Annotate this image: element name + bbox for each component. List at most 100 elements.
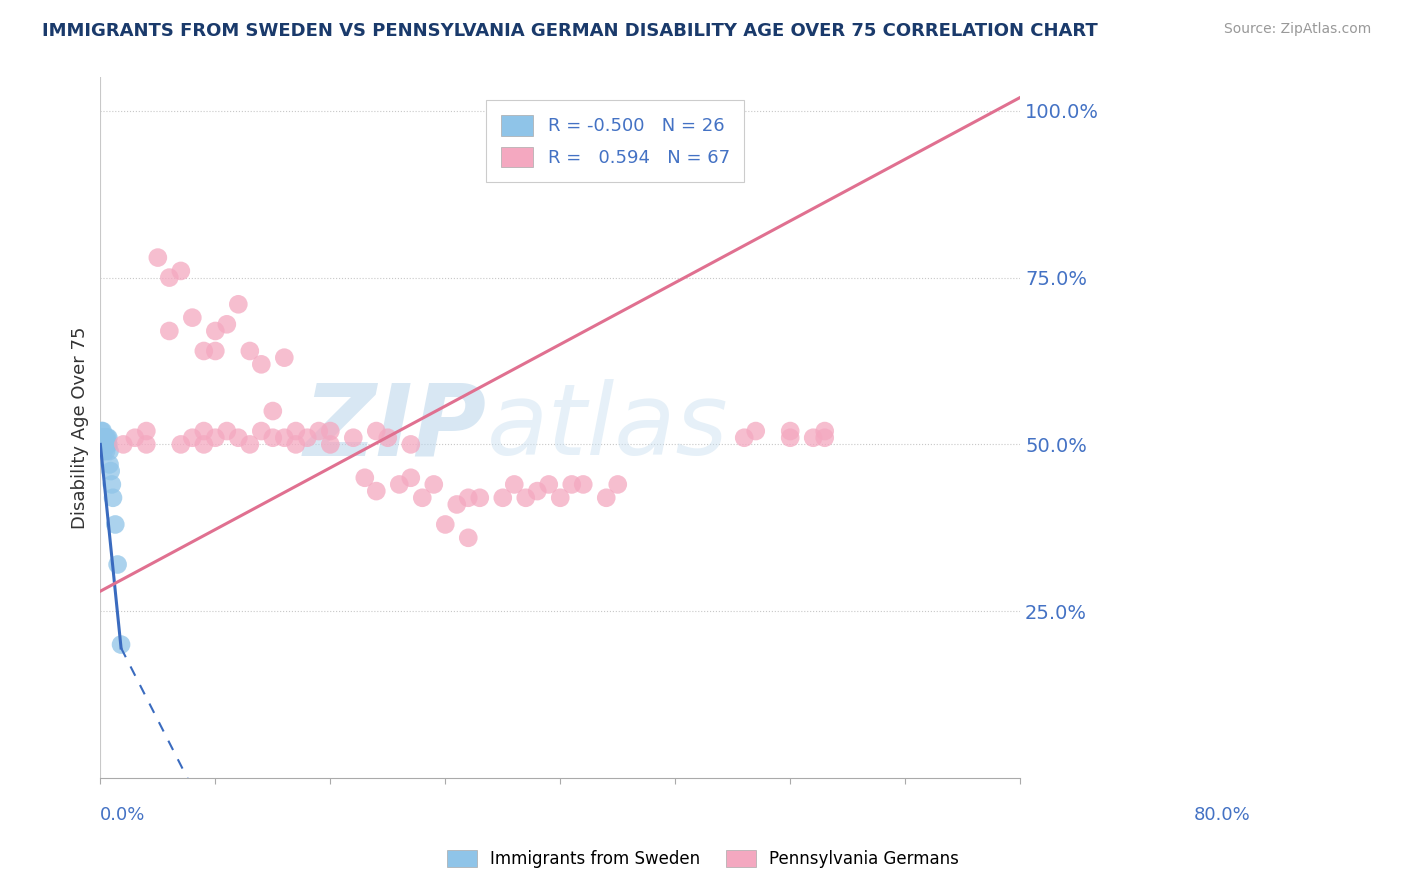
Text: ZIP: ZIP: [304, 379, 486, 476]
Point: [744, 424, 766, 438]
Point: [112, 437, 135, 451]
Point: [204, 431, 226, 445]
Legend: R = -0.500   N = 26, R =   0.594   N = 67: R = -0.500 N = 26, R = 0.594 N = 67: [486, 101, 744, 182]
Point: [101, 491, 124, 505]
Text: 80.0%: 80.0%: [1194, 806, 1250, 824]
Legend: Immigrants from Sweden, Pennsylvania Germans: Immigrants from Sweden, Pennsylvania Ger…: [440, 843, 966, 875]
Point: [733, 431, 755, 445]
Point: [801, 431, 824, 445]
Point: [94, 437, 117, 451]
Point: [342, 431, 364, 445]
Point: [779, 424, 801, 438]
Point: [93, 431, 115, 445]
Point: [572, 477, 595, 491]
Point: [94, 437, 117, 451]
Text: IMMIGRANTS FROM SWEDEN VS PENNSYLVANIA GERMAN DISABILITY AGE OVER 75 CORRELATION: IMMIGRANTS FROM SWEDEN VS PENNSYLVANIA G…: [42, 22, 1098, 40]
Point: [181, 310, 204, 325]
Point: [170, 264, 193, 278]
Point: [193, 437, 215, 451]
Point: [97, 437, 120, 451]
Text: Source: ZipAtlas.com: Source: ZipAtlas.com: [1223, 22, 1371, 37]
Point: [492, 491, 515, 505]
Point: [353, 471, 375, 485]
Point: [468, 491, 491, 505]
Point: [91, 424, 114, 438]
Point: [814, 424, 837, 438]
Point: [146, 251, 169, 265]
Point: [457, 491, 479, 505]
Point: [90, 424, 112, 438]
Point: [250, 424, 273, 438]
Text: atlas: atlas: [486, 379, 728, 476]
Point: [388, 477, 411, 491]
Point: [181, 431, 204, 445]
Point: [399, 471, 422, 485]
Point: [284, 437, 307, 451]
Point: [215, 318, 238, 332]
Point: [91, 437, 114, 451]
Point: [399, 437, 422, 451]
Point: [193, 343, 215, 358]
Point: [135, 437, 157, 451]
Point: [104, 517, 127, 532]
Point: [157, 324, 180, 338]
Y-axis label: Disability Age Over 75: Disability Age Over 75: [72, 326, 89, 529]
Point: [93, 437, 115, 451]
Point: [101, 477, 124, 491]
Point: [297, 431, 319, 445]
Point: [96, 431, 118, 445]
Point: [366, 484, 388, 499]
Point: [423, 477, 446, 491]
Point: [377, 431, 399, 445]
Point: [228, 431, 250, 445]
Point: [89, 437, 111, 451]
Point: [537, 477, 560, 491]
Point: [595, 491, 617, 505]
Point: [561, 477, 583, 491]
Point: [97, 431, 120, 445]
Point: [319, 424, 342, 438]
Point: [94, 431, 117, 445]
Point: [411, 491, 433, 505]
Point: [446, 498, 468, 512]
Point: [204, 343, 226, 358]
Point: [250, 357, 273, 371]
Point: [90, 431, 112, 445]
Point: [94, 431, 117, 445]
Point: [124, 431, 146, 445]
Point: [779, 431, 801, 445]
Point: [606, 477, 628, 491]
Point: [204, 324, 226, 338]
Point: [215, 424, 238, 438]
Point: [434, 517, 457, 532]
Point: [107, 558, 129, 572]
Point: [284, 424, 307, 438]
Point: [94, 444, 117, 458]
Point: [239, 343, 262, 358]
Point: [98, 458, 121, 472]
Point: [98, 444, 121, 458]
Point: [239, 437, 262, 451]
Point: [193, 424, 215, 438]
Point: [96, 437, 118, 451]
Point: [228, 297, 250, 311]
Point: [262, 431, 284, 445]
Point: [157, 270, 180, 285]
Point: [548, 491, 571, 505]
Point: [135, 424, 157, 438]
Point: [814, 431, 837, 445]
Point: [457, 531, 479, 545]
Text: 0.0%: 0.0%: [100, 806, 146, 824]
Point: [100, 464, 122, 478]
Point: [273, 351, 295, 365]
Point: [319, 437, 342, 451]
Point: [273, 431, 295, 445]
Point: [526, 484, 548, 499]
Point: [110, 638, 132, 652]
Point: [503, 477, 526, 491]
Point: [366, 424, 388, 438]
Point: [515, 491, 537, 505]
Point: [262, 404, 284, 418]
Point: [308, 424, 330, 438]
Point: [91, 431, 114, 445]
